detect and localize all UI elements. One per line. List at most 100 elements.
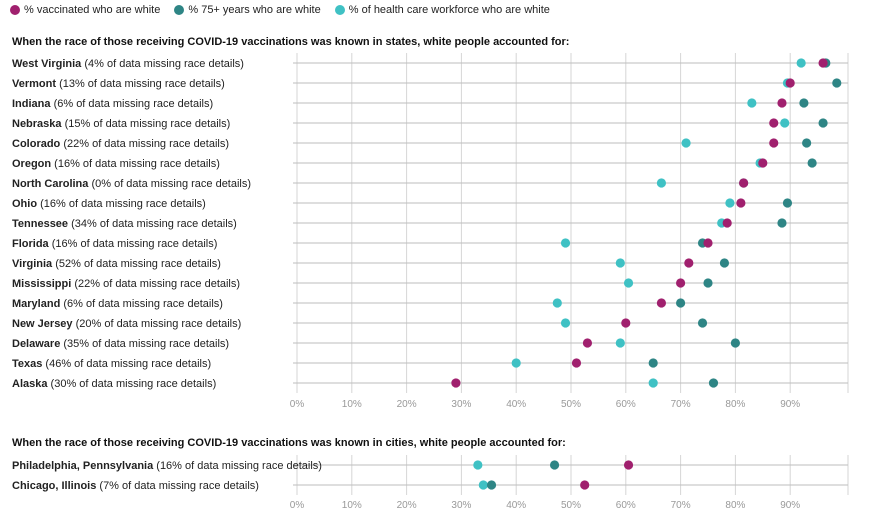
legend-health: % of health care workforce who are white (334, 4, 550, 16)
row-label-name: Maryland (12, 298, 60, 310)
health-dot (478, 480, 488, 490)
health-dot (552, 298, 562, 308)
row-label-name: Delaware (12, 338, 60, 350)
vaccinated-dot (684, 258, 694, 268)
age75-dot (807, 158, 817, 168)
legend-vaccinated: % vaccinated who are white (10, 4, 160, 16)
row-label-note: (16% of data missing race details) (37, 198, 206, 210)
age75-dot (799, 98, 809, 108)
legend-label-vaccinated: % vaccinated who are white (24, 4, 161, 16)
row-label: New Jersey (20% of data missing race det… (12, 318, 241, 330)
row-label-name: Florida (12, 238, 50, 250)
x-tick-label: 40% (506, 500, 526, 511)
row-label-note: (13% of data missing race details) (56, 78, 225, 90)
age75-dot (802, 138, 812, 148)
age75-dot (730, 338, 741, 348)
row-label-name: Indiana (12, 98, 51, 110)
health-dot (473, 460, 483, 470)
row-label-note: (35% of data missing race details) (60, 338, 229, 350)
row-label-note: (20% of data missing race details) (73, 318, 242, 330)
x-tick-label: 50% (561, 500, 581, 511)
row-label-name: Oregon (12, 158, 51, 170)
row-label-note: (16% of data missing race details) (49, 238, 218, 250)
health-dot (648, 378, 658, 388)
row-label: Philadelphia, Pennsylvania (16% of data … (12, 460, 322, 472)
health-dot (681, 138, 691, 148)
x-tick-label: 30% (451, 500, 471, 511)
vaccinated-dot (621, 318, 631, 328)
legend-age75: % 75+ years who are white (174, 4, 321, 16)
vaccinated-dot (785, 78, 795, 88)
x-tick-label: 70% (671, 399, 691, 410)
row-label-note: (6% of data missing race details) (60, 298, 223, 310)
health-dot (796, 58, 806, 68)
row-label-note: (34% of data missing race details) (68, 218, 237, 230)
x-tick-label: 10% (342, 399, 362, 410)
row-label-note: (0% of data missing race details) (88, 178, 251, 190)
x-tick-label: 60% (616, 399, 636, 410)
row-label: Mississippi (22% of data missing race de… (12, 278, 240, 290)
row-label-name: Philadelphia, Pennsylvania (12, 460, 154, 472)
age75-dot (708, 378, 719, 388)
vaccinated-dot (451, 378, 461, 388)
vaccinated-dot-icon (10, 5, 20, 15)
row-label-name: Chicago, Illinois (12, 480, 96, 492)
row-label: West Virginia (4% of data missing race d… (12, 58, 244, 70)
row-label-name: Alaska (12, 378, 48, 390)
row-label: Nebraska (15% of data missing race detai… (12, 118, 230, 130)
row-label: Virginia (52% of data missing race detai… (12, 258, 221, 270)
age75-dot (703, 278, 713, 288)
health-dot (747, 98, 757, 108)
age75-dot (697, 318, 708, 328)
row-label-name: Texas (12, 358, 42, 370)
legend-label-health: % of health care workforce who are white (348, 4, 550, 16)
chart-title: When the race of those receiving COVID-1… (12, 437, 566, 449)
vaccinated-dot (722, 218, 732, 228)
health-dot-icon (334, 5, 345, 15)
x-tick-label: 0% (290, 500, 305, 511)
x-tick-label: 30% (451, 399, 471, 410)
chart-title: When the race of those receiving COVID-1… (12, 36, 569, 48)
health-dot (560, 238, 571, 248)
x-tick-label: 0% (290, 399, 305, 410)
vaccinated-dot (736, 198, 746, 208)
row-label-note: (52% of data missing race details) (52, 258, 221, 270)
row-label: Maryland (6% of data missing race detail… (12, 298, 223, 310)
age75-dot (777, 218, 787, 228)
vaccinated-dot (703, 238, 713, 248)
health-dot (623, 278, 634, 288)
row-label: Oregon (16% of data missing race details… (12, 158, 220, 170)
x-tick-label: 90% (780, 500, 800, 511)
vaccinated-dot (676, 278, 686, 288)
x-tick-label: 70% (671, 500, 691, 511)
x-tick-label: 60% (616, 500, 636, 511)
x-tick-label: 50% (561, 399, 581, 410)
row-label: Vermont (13% of data missing race detail… (12, 78, 225, 90)
vaccinated-dot (777, 98, 787, 108)
row-label-note: (6% of data missing race details) (51, 98, 214, 110)
vaccinated-dot (758, 158, 768, 168)
legend: % vaccinated who are white % 75+ years w… (10, 4, 550, 16)
legend-label-age75: % 75+ years who are white (188, 4, 321, 16)
health-dot (615, 258, 625, 268)
age75-dot (832, 78, 842, 88)
x-tick-label: 20% (397, 500, 417, 511)
chart-panel-1: When the race of those receiving COVID-1… (12, 437, 849, 511)
health-dot (615, 338, 625, 348)
health-dot (511, 358, 521, 368)
vaccinated-dot (582, 338, 593, 348)
row-label: Tennessee (34% of data missing race deta… (12, 218, 237, 230)
age75-dot (818, 118, 828, 128)
row-label: Alaska (30% of data missing race details… (12, 378, 216, 390)
vaccinated-dot (818, 58, 828, 68)
row-label: Chicago, Illinois (7% of data missing ra… (12, 480, 259, 492)
health-dot (560, 318, 571, 328)
vaccinated-dot (623, 460, 634, 470)
row-label-note: (46% of data missing race details) (42, 358, 211, 370)
row-label-name: West Virginia (12, 58, 82, 70)
x-tick-label: 90% (780, 399, 800, 410)
row-label: Ohio (16% of data missing race details) (12, 198, 206, 210)
row-label-note: (7% of data missing race details) (96, 480, 259, 492)
vaccinated-dot (656, 298, 667, 308)
row-label-name: Mississippi (12, 278, 71, 290)
